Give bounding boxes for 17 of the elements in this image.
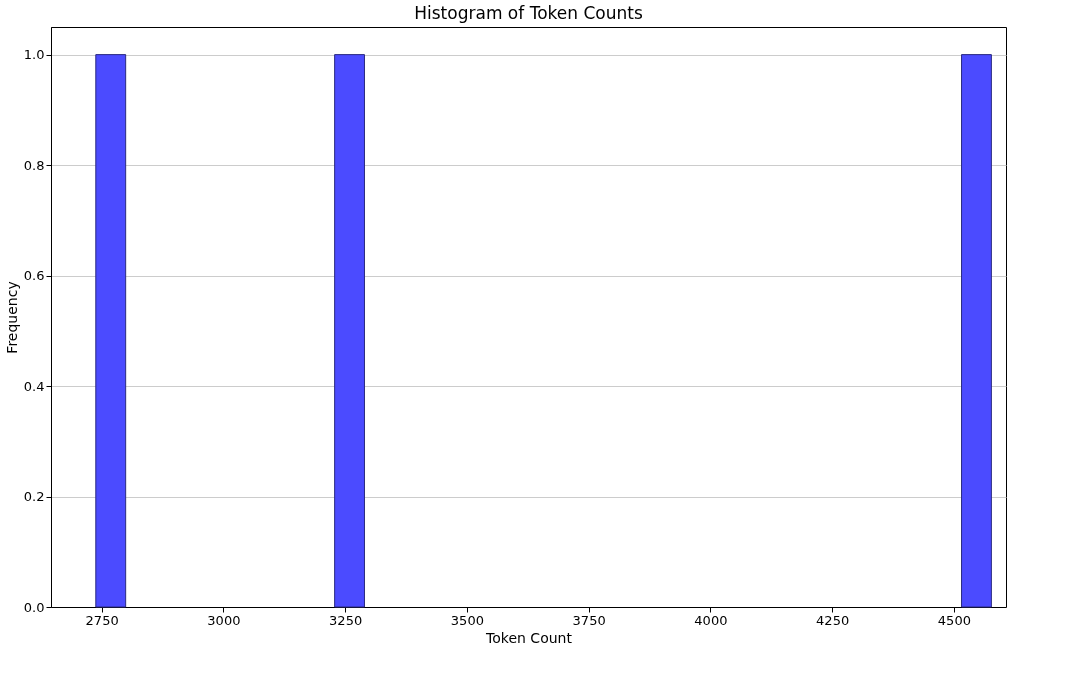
x-tick-label: 4000	[694, 612, 728, 628]
x-tick-label: 4250	[816, 612, 850, 628]
x-tick-label: 3000	[207, 612, 241, 628]
x-tick-label: 4500	[937, 612, 971, 628]
y-axis-title: Frequency	[3, 281, 20, 354]
x-tick-label: 2750	[85, 612, 119, 628]
y-tick-label: 0.2	[23, 489, 45, 505]
x-tick-label: 3750	[572, 612, 606, 628]
x-tick-label: 3500	[450, 612, 484, 628]
y-tick-label: 1.0	[23, 47, 45, 63]
chart-title: Histogram of Token Counts	[414, 3, 643, 23]
x-axis-title: Token Count	[485, 629, 573, 646]
x-tick-label: 3250	[329, 612, 363, 628]
y-tick-label: 0.6	[23, 268, 45, 284]
y-tick-label: 0.0	[23, 599, 45, 615]
y-tick-label: 0.8	[23, 157, 45, 173]
y-tick-label: 0.4	[23, 378, 45, 394]
